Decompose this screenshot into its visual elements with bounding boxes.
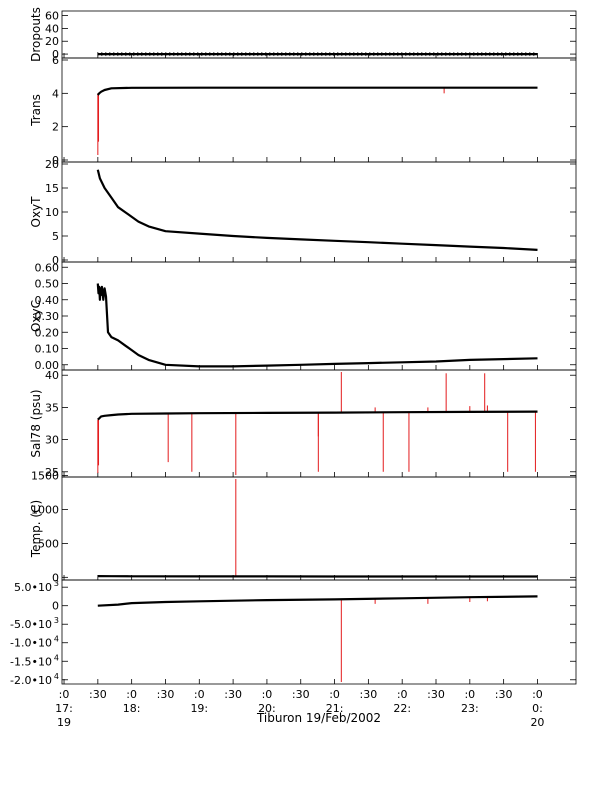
y-tick-label: 60	[45, 10, 59, 23]
y-axis-label: Temp. (C)	[29, 500, 43, 558]
y-tick-label: -1.5•10	[10, 655, 52, 668]
y-tick-label: 25	[45, 466, 59, 479]
y-tick-label: 0	[52, 571, 59, 584]
x-tick-label: :30	[89, 688, 107, 701]
y-tick-label: 0.00	[35, 359, 60, 372]
series-line	[97, 410, 538, 421]
y-tick-label: 40	[45, 369, 59, 382]
series-line	[96, 169, 538, 251]
x-axis: :017:19:30:018::30:019::30:020::30:021::…	[55, 688, 544, 729]
series-line	[96, 283, 538, 368]
panel-1: 6 4 2 0 Trans	[29, 54, 577, 167]
x-tick-label: :30	[495, 688, 513, 701]
x-tick-label: :30	[157, 688, 175, 701]
x-tick-label: :0	[194, 688, 205, 701]
y-tick-label: 0.60	[35, 261, 60, 274]
y-tick-label: -5.0•10	[10, 618, 52, 631]
y-tick-label: 15	[45, 182, 59, 195]
panel-5: 1500 1000 500 0 Temp. (C)	[29, 470, 577, 584]
y-axis-label: Sal78 (psu)	[29, 389, 43, 457]
y-tick-exponent: 4	[54, 672, 59, 681]
panel-6: 5.0•10 30-5.0•10 3-1.0•10 4-1.5•10 4-2.0•10 4	[10, 579, 577, 687]
y-tick-label: 0.30	[35, 310, 60, 323]
x-tick-hour-label: 21:	[326, 702, 344, 715]
x-tick-label: :30	[427, 688, 445, 701]
y-tick-label: 0.50	[35, 278, 60, 291]
x-tick-label: :0	[126, 688, 137, 701]
y-tick-label: 30	[45, 434, 59, 447]
y-tick-label: 1000	[31, 504, 59, 517]
x-tick-hour-label: 23:	[461, 702, 479, 715]
y-tick-label: 0.20	[35, 326, 60, 339]
panel-frame	[61, 579, 577, 685]
panel-frame	[61, 10, 577, 59]
y-axis-label: OxyC	[29, 300, 43, 332]
y-tick-exponent: 4	[54, 653, 59, 662]
x-tick-day-label: 20	[530, 716, 544, 729]
y-tick-exponent: 3	[54, 616, 59, 625]
x-axis-label: Tiburon 19/Feb/2002	[256, 711, 381, 725]
panel-2: 20 15 10 5 0 OxyT	[29, 158, 577, 267]
y-axis-label: OxyT	[29, 196, 43, 228]
panel-frame	[61, 369, 577, 478]
x-tick-hour-label: 17:	[55, 702, 73, 715]
y-tick-label: 4	[52, 87, 59, 100]
y-tick-label: 6	[52, 54, 59, 67]
panel-frame	[61, 57, 577, 163]
y-axis-label: Trans	[29, 94, 43, 127]
panel-frame	[61, 476, 577, 581]
y-tick-exponent: 4	[54, 635, 59, 644]
x-tick-label: :30	[292, 688, 310, 701]
x-tick-label: :30	[224, 688, 242, 701]
x-tick-label: :0	[329, 688, 340, 701]
x-tick-hour-label: 18:	[123, 702, 141, 715]
y-tick-label: 0	[52, 600, 59, 613]
y-tick-label: 0	[52, 254, 59, 267]
x-tick-label: :0	[59, 688, 70, 701]
y-tick-label: 500	[38, 537, 59, 550]
x-tick-hour-label: 20:	[258, 702, 276, 715]
y-tick-label: 40	[45, 22, 59, 35]
x-tick-label: :30	[360, 688, 378, 701]
y-tick-label: -2.0•10	[10, 674, 52, 687]
x-tick-day-label: 19	[57, 716, 71, 729]
x-tick-hour-label: 19:	[190, 702, 208, 715]
x-tick-label: :0	[397, 688, 408, 701]
y-tick-label: 0.40	[35, 294, 60, 307]
y-tick-label: 0.10	[35, 343, 60, 356]
y-tick-label: 5.0•10	[14, 581, 52, 594]
x-tick-label: :0	[262, 688, 273, 701]
y-tick-label: -1.0•10	[10, 637, 52, 650]
x-tick-hour-label: 0:	[532, 702, 543, 715]
y-tick-label: 20	[45, 35, 59, 48]
y-tick-label: 0	[52, 48, 59, 61]
y-tick-label: 35	[45, 401, 59, 414]
y-tick-exponent: 3	[54, 579, 59, 588]
panel-3: 0.60 0.50 0.40 0.30 0.20 0.10 0.00 OxyC	[29, 261, 577, 372]
series-line	[97, 595, 538, 607]
panel-frame	[61, 261, 577, 371]
x-tick-hour-label: 22:	[393, 702, 411, 715]
y-tick-label: 1500	[31, 470, 59, 483]
y-tick-label: 5	[52, 230, 59, 243]
y-tick-label: 20	[45, 158, 59, 171]
y-tick-label: 0	[52, 154, 59, 167]
y-tick-label: 2	[52, 121, 59, 134]
x-tick-label: :0	[532, 688, 543, 701]
series-line	[96, 86, 538, 96]
y-axis-label: Dropouts	[29, 7, 43, 62]
y-tick-label: 10	[45, 206, 59, 219]
x-tick-label: :0	[464, 688, 475, 701]
